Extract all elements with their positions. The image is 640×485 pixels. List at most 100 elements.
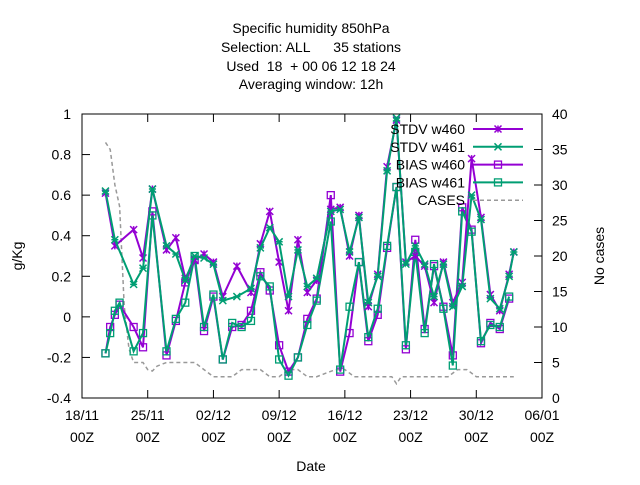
x-tick-label: 18/11 xyxy=(65,407,99,423)
data-point-star xyxy=(354,213,363,222)
data-point-star xyxy=(200,253,209,263)
data-point-star xyxy=(392,114,401,123)
data-point-star xyxy=(505,272,514,281)
legend-label: CASES xyxy=(418,192,465,208)
data-point-square xyxy=(138,328,148,338)
data-point-star xyxy=(129,225,138,234)
data-point-square xyxy=(493,178,503,187)
x-tick-label: 00Z xyxy=(464,429,489,445)
chart-subtitle-line: Averaging window: 12h xyxy=(239,76,384,92)
data-point-square xyxy=(274,355,284,364)
data-point-star xyxy=(345,247,354,256)
x-tick-label: 00Z xyxy=(530,429,555,445)
legend-label: STDV w461 xyxy=(390,139,465,155)
data-point-square xyxy=(420,328,429,338)
y2-tick-label: 10 xyxy=(552,319,568,335)
data-point-star xyxy=(493,124,503,134)
y-tick-label: 1 xyxy=(63,106,71,122)
series-bias-w460 xyxy=(101,182,514,376)
data-point-star xyxy=(312,274,321,283)
data-point-square xyxy=(401,341,411,350)
x-tick-label: 06/01 xyxy=(524,407,559,423)
data-point-square xyxy=(199,322,209,332)
data-point-square xyxy=(493,160,503,169)
data-point-square xyxy=(181,298,190,307)
x-tick-label: 25/11 xyxy=(131,407,165,423)
data-point-star xyxy=(448,302,457,311)
data-point-star xyxy=(430,292,439,301)
data-point-star xyxy=(303,282,312,291)
data-point-star xyxy=(265,223,274,232)
y-tick-label: 0.8 xyxy=(52,147,72,163)
data-point-square xyxy=(129,322,138,332)
y-tick-label: -0.2 xyxy=(47,349,71,365)
data-point-square xyxy=(336,365,345,374)
data-point-star xyxy=(401,260,410,269)
data-point-square xyxy=(448,361,457,370)
data-point-star xyxy=(293,235,302,244)
data-point-star xyxy=(373,272,382,281)
x-tick-label: 00Z xyxy=(136,429,161,445)
data-point-square xyxy=(312,296,321,305)
data-point-star xyxy=(232,262,241,271)
y-tick-label: 0.4 xyxy=(52,228,72,244)
x-tick-label: 16/12 xyxy=(327,407,362,423)
data-point-square xyxy=(439,304,448,313)
x-tick-label: 09/12 xyxy=(262,407,297,423)
data-point-square xyxy=(129,347,138,356)
x-tick-label: 00Z xyxy=(70,429,95,445)
x-tick-label: 00Z xyxy=(201,429,226,445)
data-point-star xyxy=(284,306,293,315)
data-point-star xyxy=(265,207,274,216)
data-point-square xyxy=(218,355,227,364)
data-point-square xyxy=(326,190,335,200)
data-point-square xyxy=(106,328,115,338)
data-point-square xyxy=(274,341,284,350)
data-point-star xyxy=(476,215,486,224)
data-point-square xyxy=(246,316,256,326)
y2-tick-label: 5 xyxy=(552,355,560,371)
y-axis-label: g/Kg xyxy=(9,242,25,271)
y2-axis-label: No cases xyxy=(591,227,607,285)
y2-tick-label: 20 xyxy=(552,248,568,264)
data-point-star xyxy=(209,260,218,269)
x-axis-label: Date xyxy=(296,458,326,474)
data-point-star xyxy=(162,241,171,250)
chart-title: Specific humidity 850hPa Selection: ALL … xyxy=(221,20,401,92)
data-point-square xyxy=(265,282,274,291)
series-line xyxy=(104,186,511,378)
y2-tick-label: 30 xyxy=(552,177,568,193)
data-point-square xyxy=(364,332,373,342)
series-stdv-w461 xyxy=(101,114,518,313)
data-point-star xyxy=(171,233,180,242)
data-point-star xyxy=(129,280,138,289)
data-point-star xyxy=(275,237,284,246)
data-point-square xyxy=(458,207,467,216)
data-point-square xyxy=(209,290,218,299)
data-point-star xyxy=(420,260,429,269)
data-point-square xyxy=(101,349,110,358)
data-point-square xyxy=(476,337,486,346)
chart-subtitle-line: Used 18 + 00 06 12 18 24 xyxy=(226,58,396,74)
y-tick-label: 0.2 xyxy=(52,268,72,284)
data-point-star xyxy=(110,235,119,244)
data-point-star xyxy=(430,298,439,307)
plot-frame xyxy=(81,113,543,399)
legend-label: BIAS w461 xyxy=(396,174,465,190)
data-point-square xyxy=(354,257,364,267)
series-bias-w461 xyxy=(101,182,514,380)
data-point-star xyxy=(293,245,302,254)
data-point-square xyxy=(171,314,181,324)
data-point-star xyxy=(181,276,190,285)
data-point-square xyxy=(110,306,120,315)
data-point-star xyxy=(493,142,503,151)
data-point-star xyxy=(439,260,448,269)
x-tick-label: 00Z xyxy=(267,429,292,445)
y2-tick-label: 40 xyxy=(552,106,568,122)
data-point-star xyxy=(284,292,293,301)
data-point-star xyxy=(256,243,265,252)
data-point-star xyxy=(458,282,467,291)
y2-tick-label: 0 xyxy=(552,390,560,406)
data-point-square xyxy=(303,320,312,330)
data-point-square xyxy=(429,259,439,269)
